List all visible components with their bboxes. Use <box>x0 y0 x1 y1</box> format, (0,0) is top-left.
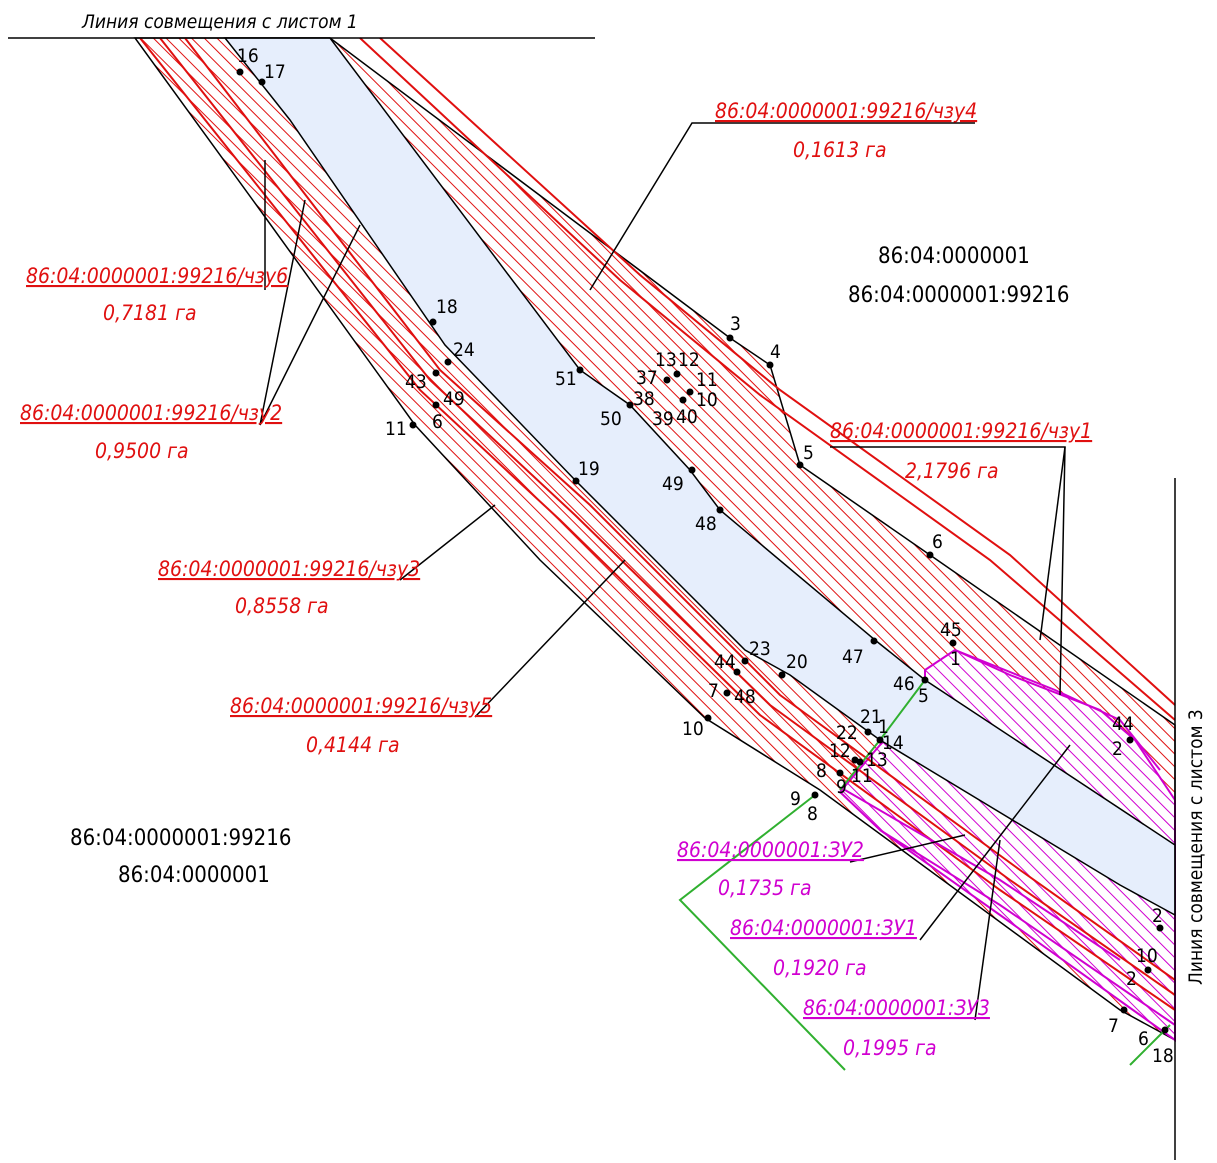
pt-5b: 5 <box>918 685 929 707</box>
zone-chzu4-area: 0,1613 га <box>793 138 887 162</box>
pt-2b: 2 <box>1152 905 1163 927</box>
pt-22: 22 <box>836 722 858 744</box>
pt-13b: 13 <box>866 749 888 771</box>
pt-6c: 6 <box>1138 1028 1149 1050</box>
zone-zu1-number: 86:04:0000001:ЗУ1 <box>730 916 917 940</box>
magenta-zone-labels: 86:04:0000001:ЗУ2 0,1735 га 86:04:000000… <box>677 838 990 1060</box>
sw-quarter-label: 86:04:0000001 <box>118 863 270 888</box>
pt-2: 2 <box>1112 738 1123 760</box>
pt-12b: 12 <box>829 740 851 762</box>
pt-24: 24 <box>453 339 475 361</box>
ne-parcel-label: 86:04:0000001:99216 <box>848 283 1069 308</box>
pt-2c: 2 <box>1126 968 1137 990</box>
pt-23: 23 <box>749 638 771 660</box>
point-markers <box>236 68 1169 1034</box>
pt-13: 13 <box>655 349 677 371</box>
point-numbers: 16 17 18 24 43 49 6 11 19 51 50 38 39 40… <box>237 45 1174 1067</box>
pt-40: 40 <box>676 406 698 428</box>
pt-5: 5 <box>803 442 814 464</box>
zone-chzu3-area: 0,8558 га <box>235 594 329 618</box>
pt-49: 49 <box>443 388 465 410</box>
ne-quarter-label: 86:04:0000001 <box>878 244 1030 269</box>
pt-43: 43 <box>405 371 427 393</box>
pt-48b: 48 <box>734 686 756 708</box>
pt-21: 21 <box>860 706 882 728</box>
pt-51: 51 <box>555 368 577 390</box>
pt-1b: 1 <box>878 716 889 738</box>
pt-50: 50 <box>600 408 622 430</box>
pt-49b: 49 <box>662 473 684 495</box>
pt-47: 47 <box>842 646 864 668</box>
red-utility-lines <box>139 37 1176 1011</box>
pt-20: 20 <box>786 651 808 673</box>
pt-17: 17 <box>264 61 286 83</box>
pt-10: 10 <box>696 389 718 411</box>
zone-zu2-area: 0,1735 га <box>718 876 812 900</box>
sw-parcel-label: 86:04:0000001:99216 <box>70 826 291 851</box>
zone-chzu5-area: 0,4144 га <box>306 733 400 757</box>
pt-46: 46 <box>893 673 915 695</box>
red-zone-labels: 86:04:0000001:99216/чзу4 86:04:0000001:9… <box>20 99 1092 718</box>
pt-8b: 8 <box>807 803 818 825</box>
pt-18b: 18 <box>1152 1045 1174 1067</box>
pt-1: 1 <box>950 648 961 670</box>
pt-39: 39 <box>652 408 674 430</box>
magenta-lines <box>844 649 1176 1026</box>
zone-chzu6-area: 0,7181 га <box>103 301 197 325</box>
sheet-label-top: Линия совмещения с листом 1 <box>81 11 358 33</box>
zone-chzu1-area: 2,1796 га <box>905 459 999 483</box>
pt-6b: 6 <box>932 531 943 553</box>
zone-chzu2-number: 86:04:0000001:99216/чзу2 <box>20 401 282 425</box>
zone-zu1-area: 0,1920 га <box>773 956 867 980</box>
pt-14: 14 <box>882 732 904 754</box>
zone-chzu6-number: 86:04:0000001:99216/чзу6 <box>26 264 288 288</box>
pt-16: 16 <box>237 45 259 67</box>
pt-7: 7 <box>708 680 719 702</box>
pt-12: 12 <box>678 349 700 371</box>
pt-9: 9 <box>836 776 847 798</box>
pt-10b: 10 <box>682 718 704 740</box>
pt-4: 4 <box>770 341 781 363</box>
quarter-labels: 86:04:0000001 86:04:0000001:99216 86:04:… <box>70 244 1069 888</box>
leader-lines <box>259 122 1071 1021</box>
pt-18: 18 <box>436 296 458 318</box>
pt-6: 6 <box>432 411 443 433</box>
pt-37: 37 <box>636 367 658 389</box>
zone-chzu5-number: 86:04:0000001:99216/чзу5 <box>230 694 492 718</box>
pt-44: 44 <box>1112 713 1134 735</box>
zone-zu2-number: 86:04:0000001:ЗУ2 <box>677 838 864 862</box>
pt-19: 19 <box>578 458 600 480</box>
pt-3: 3 <box>730 313 741 335</box>
sheet-label-right: Линия совмещения с листом 3 <box>1185 709 1207 985</box>
pt-11b: 11 <box>696 369 718 391</box>
pt-44b: 44 <box>714 651 736 673</box>
pt-38: 38 <box>633 388 655 410</box>
pt-7b: 7 <box>1108 1015 1119 1037</box>
zone-zu3-area: 0,1995 га <box>843 1036 937 1060</box>
pt-45: 45 <box>940 619 962 641</box>
pt-8: 8 <box>816 760 827 782</box>
zone-zu3-number: 86:04:0000001:ЗУ3 <box>803 996 990 1020</box>
red-zone-areas: 0,1613 га 0,7181 га 0,9500 га 2,1796 га … <box>95 138 999 757</box>
zone-chzu2-area: 0,9500 га <box>95 439 189 463</box>
pt-10c: 10 <box>1136 945 1158 967</box>
pt-11: 11 <box>385 418 407 440</box>
zone-chzu3-number: 86:04:0000001:99216/чзу3 <box>158 557 420 581</box>
pt-11c: 11 <box>851 765 873 787</box>
pt-9b: 9 <box>790 788 801 810</box>
zone-chzu1-number: 86:04:0000001:99216/чзу1 <box>830 419 1092 443</box>
zone-chzu4-number: 86:04:0000001:99216/чзу4 <box>715 99 977 123</box>
pt-48: 48 <box>695 513 717 535</box>
